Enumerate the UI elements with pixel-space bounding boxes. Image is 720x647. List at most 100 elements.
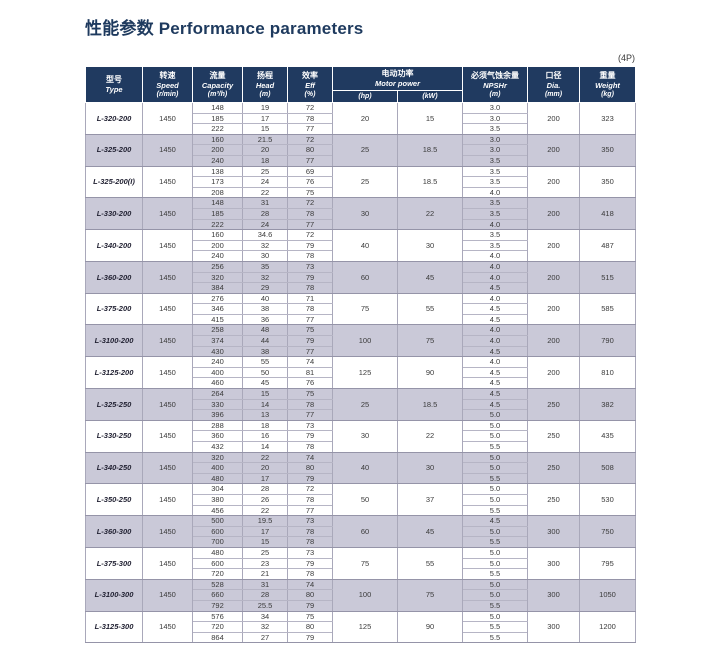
table-body: L-320-200 1450 148 19 72 20 15 3.0 200 323 185 17 78… [85, 102, 636, 644]
header-capacity-unit: (m³/h) [207, 90, 228, 98]
model-name: L-320-200 [85, 102, 143, 135]
head-value: 17 [242, 473, 288, 485]
speed-value: 1450 [142, 388, 193, 421]
weight-value: 530 [579, 483, 636, 517]
npshr-value: 5.5 [462, 621, 528, 633]
npshr-value: 4.5 [462, 515, 528, 527]
eff-value: 78 [287, 399, 333, 411]
head-value: 15 [242, 123, 288, 135]
eff-value: 76 [287, 377, 333, 390]
eff-value: 78 [287, 250, 333, 262]
eff-value: 78 [287, 526, 333, 538]
head-value: 13 [242, 409, 288, 421]
head-value: 23 [242, 558, 288, 570]
model-name: L-360-200 [85, 261, 143, 294]
capacity-value: 222 [192, 123, 243, 135]
head-value: 28 [242, 483, 288, 495]
head-value: 19 [242, 102, 288, 114]
npshr-value: 3.5 [462, 166, 528, 178]
header-head: 扬程 Head (m) [242, 66, 288, 103]
table-row: L-3100-300 1450 528 31 74 100 75 5.0 300 1050 [85, 579, 636, 612]
header-weight-en: Weight [595, 80, 620, 90]
head-value: 22 [242, 452, 288, 464]
speed-value: 1450 [142, 515, 193, 548]
speed-value: 1450 [142, 261, 193, 294]
header-weight-cn: 重量 [599, 70, 616, 80]
capacity-value: 256 [192, 261, 243, 273]
npshr-value: 5.0 [462, 611, 528, 623]
head-value: 22 [242, 187, 288, 199]
header-eff-cn: 效率 [302, 70, 318, 80]
capacity-value: 415 [192, 314, 243, 326]
table-row: 456 22 77 5.5 [86, 505, 636, 517]
head-value: 18 [242, 420, 288, 432]
kw-value: 90 [397, 356, 463, 390]
head-value: 45 [242, 377, 288, 390]
hp-value: 25 [332, 388, 398, 421]
table-row: L-3125-300 1450 576 34 75 125 90 5.0 300 1200 [85, 611, 636, 644]
eff-value: 77 [287, 123, 333, 135]
npshr-value: 4.5 [462, 377, 528, 390]
table-row: L-360-200 1450 256 35 73 60 45 4.0 200 515 [85, 261, 636, 294]
speed-value: 1450 [142, 293, 193, 326]
model-name: L-330-250 [85, 420, 143, 453]
head-value: 26 [242, 494, 288, 506]
npshr-value: 5.0 [462, 558, 528, 570]
capacity-value: 222 [192, 219, 243, 231]
header-head-en: Head [255, 80, 275, 90]
eff-value: 79 [287, 272, 333, 284]
eff-value: 78 [287, 441, 333, 453]
capacity-value: 346 [192, 303, 243, 315]
head-value: 14 [242, 441, 288, 453]
npshr-value: 4.5 [462, 388, 528, 400]
header-hp: (hp) [332, 90, 398, 103]
eff-value: 76 [287, 176, 333, 188]
capacity-value: 264 [192, 388, 243, 400]
kw-value: 55 [397, 293, 463, 326]
npshr-value: 4.0 [462, 324, 528, 337]
npshr-value: 5.0 [462, 579, 528, 591]
capacity-value: 500 [192, 515, 243, 527]
speed-value: 1450 [142, 324, 193, 358]
eff-value: 73 [287, 261, 333, 273]
table-row: 384 29 78 4.5 [86, 282, 636, 294]
head-value: 20 [242, 144, 288, 156]
npshr-value: 3.0 [462, 144, 528, 156]
weight-value: 585 [579, 293, 636, 326]
weight-value: 487 [579, 229, 636, 262]
kw-value: 30 [397, 229, 463, 262]
npshr-value: 3.5 [462, 229, 528, 241]
npshr-value: 3.0 [462, 102, 528, 114]
head-value: 21 [242, 568, 288, 580]
dia-value: 200 [527, 166, 580, 199]
header-kw: (kW) [397, 90, 463, 103]
npshr-value: 4.0 [462, 261, 528, 273]
table-row: 400 20 80 5.0 [86, 462, 636, 474]
npshr-value: 4.0 [462, 219, 528, 231]
header-dia-cn: 口径 [545, 70, 562, 80]
npshr-value: 4.5 [462, 346, 528, 358]
head-value: 38 [242, 346, 288, 358]
weight-value: 418 [579, 197, 636, 231]
head-value: 20 [242, 462, 288, 474]
capacity-value: 200 [192, 240, 243, 252]
eff-value: 81 [287, 367, 333, 379]
kw-value: 15 [397, 102, 463, 135]
npshr-value: 3.0 [462, 134, 528, 146]
table-row: 200 20 80 3.0 [86, 144, 636, 156]
head-value: 31 [242, 579, 288, 591]
npshr-value: 5.0 [462, 452, 528, 464]
npshr-value: 5.0 [462, 494, 528, 506]
weight-value: 810 [579, 356, 636, 390]
hp-value: 100 [332, 324, 398, 358]
hp-value: 40 [332, 229, 398, 262]
speed-value: 1450 [142, 197, 193, 231]
model-name: L-360-300 [85, 515, 143, 548]
head-value: 15 [242, 536, 288, 548]
capacity-value: 480 [192, 547, 243, 559]
speed-value: 1450 [142, 483, 193, 517]
table-row: 185 28 78 3.5 [86, 208, 636, 220]
eff-value: 73 [287, 547, 333, 559]
table-row: L-360-300 1450 500 19.5 73 60 45 4.5 300 750 [85, 515, 636, 548]
eff-value: 73 [287, 420, 333, 432]
